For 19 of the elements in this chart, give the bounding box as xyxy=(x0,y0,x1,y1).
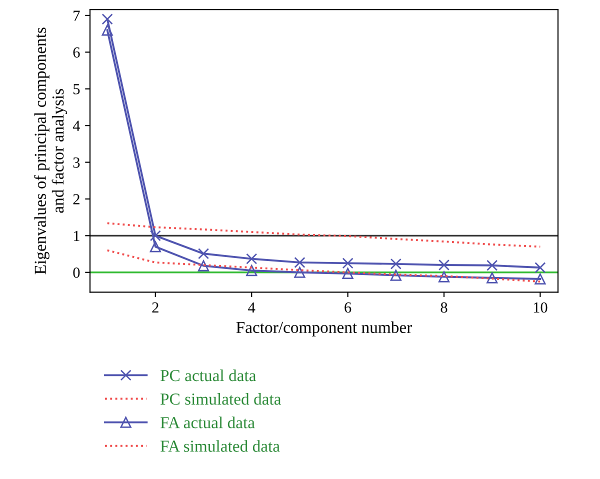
x-tick-label: 6 xyxy=(344,302,352,313)
legend-label: FA actual data xyxy=(160,416,255,428)
x-tick-label: 4 xyxy=(248,302,256,313)
legend-label: FA simulated data xyxy=(160,440,280,452)
y-axis-title: Eigenvalues of principal components and factor analysis xyxy=(34,28,68,274)
y-tick-label: 2 xyxy=(73,194,80,204)
y-tick-label: 4 xyxy=(72,120,80,131)
legend-label: PC simulated data xyxy=(160,393,282,405)
x-tick-label: 10 xyxy=(534,302,548,313)
y-tick-label: 0 xyxy=(73,268,80,278)
y-tick-label: 5 xyxy=(74,84,80,94)
x-axis-title: Factor/component number xyxy=(236,321,412,336)
x-tick-label: 2 xyxy=(152,302,158,313)
y-tick-label: 3 xyxy=(73,157,80,168)
y-tick-label: 6 xyxy=(73,47,80,58)
y-tick-label: 1 xyxy=(74,230,80,241)
x-tick-label: 8 xyxy=(440,302,448,313)
y-tick-label: 7 xyxy=(74,10,80,21)
legend-label: PC actual data xyxy=(160,369,256,382)
